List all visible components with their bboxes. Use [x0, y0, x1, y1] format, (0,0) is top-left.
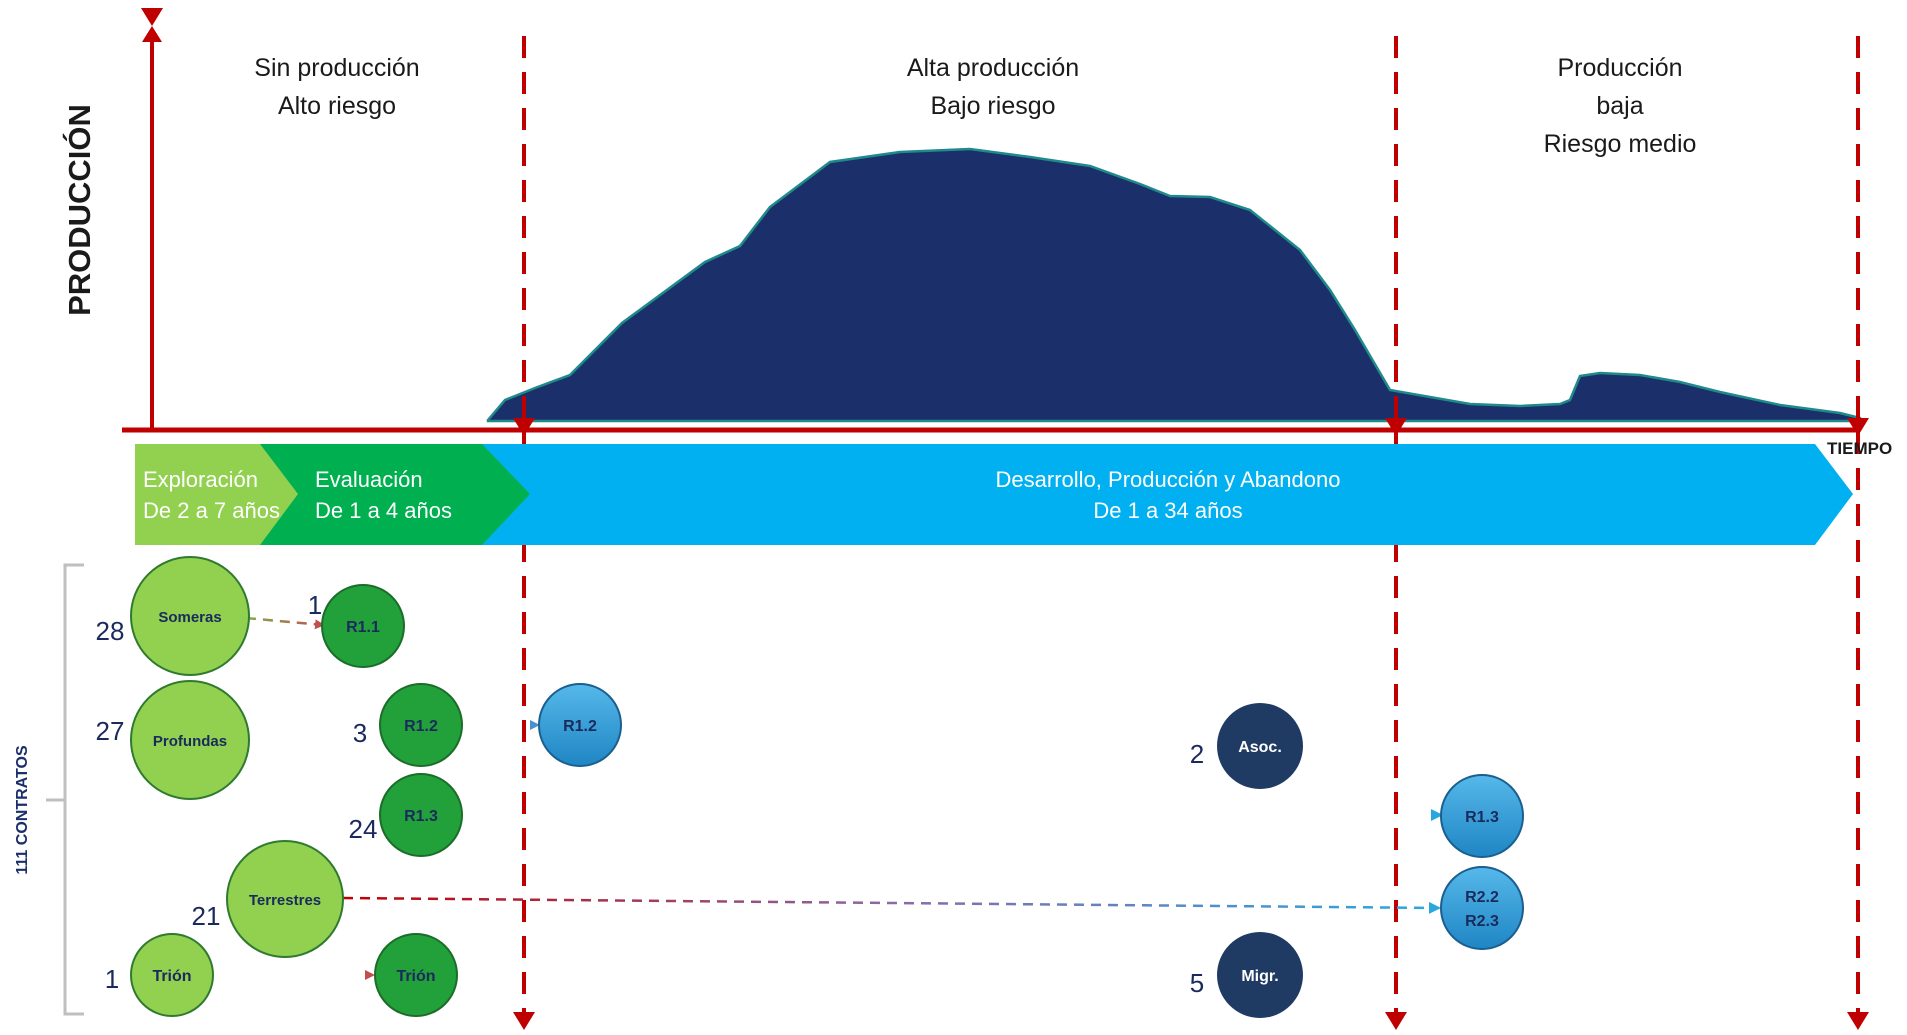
node-migr-circle: [1217, 932, 1303, 1018]
marker-arrow-top-0: [141, 8, 163, 26]
phase-development-label: Desarrollo, Producción y Abandono: [996, 467, 1341, 492]
node-r12-dev-circle: [538, 683, 622, 767]
connector-terrestres-r22: [342, 896, 1441, 914]
phase-evaluation: [258, 444, 530, 545]
node-r13-dev: R1.3: [1440, 774, 1524, 858]
node-r13-eval-label: R1.3: [404, 808, 438, 825]
contracts-bracket: [46, 563, 84, 1016]
zone3-line2: baja: [1596, 92, 1643, 120]
phase-evaluation-label: Evaluación: [315, 467, 423, 492]
node-profundas-count: 27: [96, 716, 125, 746]
node-trion-eval-label: Trión: [396, 968, 435, 985]
node-trion-left-circle: [130, 933, 214, 1017]
phase-exploration: [135, 444, 298, 545]
node-profundas-circle: [130, 680, 250, 800]
node-r13-eval-circle: [379, 773, 463, 857]
node-profundas-label: Profundas: [153, 733, 227, 750]
node-r13-eval: R1.3: [379, 773, 463, 857]
marker-arrow-down-1: [513, 418, 535, 436]
node-r12-eval-label: R1.2: [404, 718, 438, 735]
marker-arrow-down-2: [1385, 418, 1407, 436]
node-asoc: Asoc.: [1217, 703, 1303, 789]
node-r22-r23: R2.2 R2.3: [1440, 866, 1524, 950]
marker-arrow-bottom-3: [1847, 1012, 1869, 1030]
node-trion-left-label: Trión: [152, 968, 191, 985]
marker-arrow-bottom-1: [513, 1012, 535, 1030]
zone2-line2: Bajo riesgo: [930, 92, 1055, 120]
zone3-line1: Producción: [1557, 54, 1682, 82]
node-profundas: Profundas: [130, 680, 250, 800]
node-migr: Migr.: [1217, 932, 1303, 1018]
node-someras-label: Someras: [158, 609, 221, 626]
node-r13-dev-circle: [1440, 774, 1524, 858]
production-curve: [486, 147, 1862, 423]
node-asoc-count: 2: [1190, 739, 1204, 769]
node-r12-eval: R1.2: [379, 683, 463, 767]
node-r13-dev-label: R1.3: [1465, 809, 1499, 826]
phase-development-duration: De 1 a 34 años: [1093, 498, 1242, 523]
node-someras-circle: [130, 556, 250, 676]
node-r11-label: R1.1: [346, 619, 380, 636]
node-r22-r23-circle: [1440, 866, 1524, 950]
marker-arrow-down-3: [1847, 418, 1869, 436]
node-trion-left-count: 1: [105, 964, 119, 994]
node-terrestres-circle: [226, 840, 344, 958]
node-terrestres: Terrestres: [226, 840, 344, 958]
node-trion-left: Trión: [130, 933, 214, 1017]
contracts-label: 111 CONTRATOS: [14, 745, 31, 875]
node-r23-label: R2.3: [1465, 913, 1499, 930]
node-r22-label: R2.2: [1465, 889, 1499, 906]
node-terrestres-count: 21: [192, 901, 221, 931]
node-r12-dev: R1.2: [538, 683, 622, 767]
node-terrestres-label: Terrestres: [249, 892, 321, 909]
node-r12-eval-circle: [379, 683, 463, 767]
y-axis-label: PRODUCCIÓN: [61, 104, 97, 316]
node-r12-dev-label: R1.2: [563, 718, 597, 735]
zone1-line1: Sin producción: [254, 54, 419, 82]
node-someras-count: 28: [96, 616, 125, 646]
y-axis-arrow: [142, 26, 162, 42]
x-axis-label: TIEMPO: [1827, 439, 1892, 458]
node-asoc-label: Asoc.: [1238, 739, 1282, 756]
node-migr-count: 5: [1190, 968, 1204, 998]
phase-exploration-label: Exploración: [143, 467, 258, 492]
node-migr-label: Migr.: [1241, 968, 1278, 985]
connector-someras-r11: [245, 616, 325, 630]
phase-development: [480, 444, 1853, 545]
node-trion-eval-circle: [374, 933, 458, 1017]
node-trion-eval: Trión: [374, 933, 458, 1017]
node-r12-eval-count: 3: [353, 718, 367, 748]
zone1-line2: Alto riesgo: [278, 92, 396, 120]
zone3-line3: Riesgo medio: [1544, 130, 1697, 158]
node-r11-count: 1: [308, 590, 322, 620]
node-r13-eval-count: 24: [349, 814, 378, 844]
node-r11-circle: [321, 584, 405, 668]
zone2-line1: Alta producción: [907, 54, 1079, 82]
node-asoc-circle: [1217, 703, 1303, 789]
node-someras: Someras: [130, 556, 250, 676]
phase-exploration-duration: De 2 a 7 años: [143, 498, 280, 523]
marker-arrow-bottom-2: [1385, 1012, 1407, 1030]
node-r11: R1.1: [321, 584, 405, 668]
phase-evaluation-duration: De 1 a 4 años: [315, 498, 452, 523]
